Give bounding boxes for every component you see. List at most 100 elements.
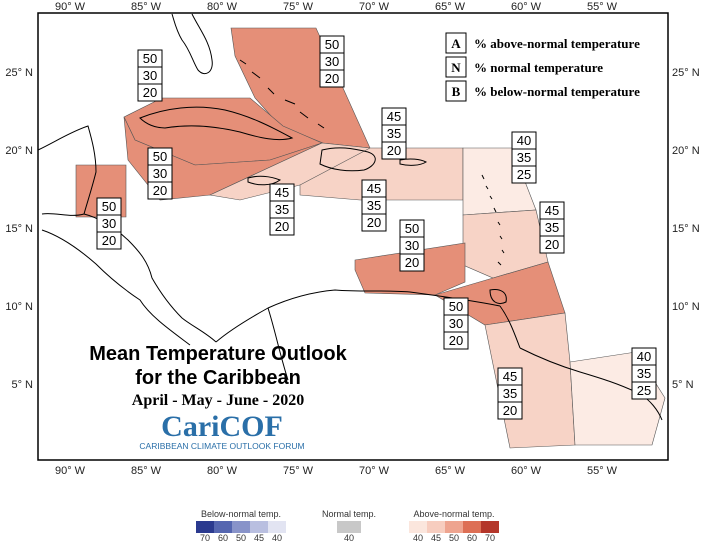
lat-tick-label: 5° N — [11, 379, 33, 391]
probability-boxes: 50 30 20 50 30 20 50 30 20 50 30 20 45 35 20 45 35 20 45 35… — [96, 35, 657, 420]
scale-swatch-above — [445, 521, 463, 533]
panama-colombia — [215, 289, 501, 343]
probability-above-value: 45 — [545, 203, 559, 218]
scale-tick-below: 70 — [200, 533, 210, 542]
lat-ticks-left: 25° N 20° N 15° N 10° N 5° N — [5, 67, 33, 391]
probability-normal-value: 35 — [367, 198, 381, 213]
probability-box-frame — [511, 131, 537, 184]
probability-box-guyana: 45 35 20 — [497, 367, 523, 420]
lon-tick-label: 90° W — [55, 1, 86, 13]
lat-tick-label: 20° N — [5, 145, 33, 157]
probability-above-value: 50 — [449, 299, 463, 314]
key-box-a — [445, 32, 467, 54]
probability-above-value: 45 — [387, 109, 401, 124]
probability-above-value: 50 — [153, 149, 167, 164]
probability-box-frame — [96, 197, 122, 250]
lon-tick-label: 55° W — [587, 465, 618, 477]
scale-tick-below: 60 — [218, 533, 228, 542]
key-letter-n: N — [451, 60, 461, 75]
probability-box-belize: 50 30 20 — [96, 197, 122, 250]
scale-swatch-below — [214, 521, 232, 533]
scale-tick-normal: 40 — [344, 533, 354, 542]
probability-normal-value: 35 — [275, 202, 289, 217]
lat-tick-label: 15° N — [672, 223, 700, 235]
guianas-coast — [519, 347, 663, 421]
scale-tick-above: 45 — [431, 533, 441, 542]
scale-swatch-below — [196, 521, 214, 533]
scale-swatch-below — [268, 521, 286, 533]
lon-tick-label: 65° W — [435, 465, 466, 477]
probability-above-value: 40 — [637, 349, 651, 364]
scale-swatch-normal — [337, 521, 361, 533]
title-block: Mean Temperature Outlook for the Caribbe… — [89, 343, 347, 409]
probability-box-frame — [539, 201, 565, 254]
lat-tick-label: 10° N — [672, 301, 700, 313]
probability-below-value: 20 — [405, 255, 419, 270]
lon-tick-label: 85° W — [131, 465, 162, 477]
scale-swatch-above — [481, 521, 499, 533]
probability-box-abc-islands: 50 30 20 — [399, 219, 425, 272]
puerto-rico-island — [399, 158, 427, 166]
scale-swatch-above — [463, 521, 481, 533]
probability-box-leeward-islands: 40 35 25 — [511, 131, 537, 184]
scale-tick-above: 50 — [449, 533, 459, 542]
probability-below-value: 20 — [503, 403, 517, 418]
color-scales: Below-normal temp. Normal temp. Above-no… — [196, 509, 499, 542]
probability-box-frame — [269, 183, 295, 236]
logo-subtitle: CARIBBEAN CLIMATE OUTLOOK FORUM — [139, 441, 304, 451]
trinidad-island — [489, 289, 507, 304]
probability-below-value: 25 — [517, 167, 531, 182]
scale-tick-below: 45 — [254, 533, 264, 542]
title-period: April - May - June - 2020 — [132, 392, 304, 409]
probability-box-frame — [147, 147, 173, 200]
probability-below-value: 20 — [387, 143, 401, 158]
key-text-below: % below-normal temperature — [474, 84, 640, 99]
logo-wordmark: CariCOF — [161, 410, 283, 443]
probability-normal-value: 35 — [545, 220, 559, 235]
probability-box-hispaniola: 45 35 20 — [361, 179, 387, 232]
probability-box-frame — [319, 35, 345, 88]
probability-box-cuba: 50 30 20 — [137, 49, 163, 102]
lat-tick-label: 20° N — [672, 145, 700, 157]
scale-tick-above: 70 — [485, 533, 495, 542]
mexico-coast — [37, 125, 97, 216]
probability-box-windward-islands: 45 35 20 — [539, 201, 565, 254]
probability-box-puerto-rico: 45 35 20 — [381, 107, 407, 160]
probability-above-value: 50 — [102, 199, 116, 214]
lon-tick-label: 90° W — [55, 465, 86, 477]
scale-title-above: Above-normal temp. — [413, 509, 494, 519]
key-text-normal: % normal temperature — [474, 60, 603, 75]
caricof-logo: CariCOF CARIBBEAN CLIMATE OUTLOOK FORUM — [139, 410, 304, 451]
probability-normal-value: 30 — [153, 166, 167, 181]
probability-box-frame — [443, 297, 469, 350]
probability-box-trinidad: 50 30 20 — [443, 297, 469, 350]
probability-below-value: 20 — [153, 183, 167, 198]
probability-below-value: 20 — [275, 219, 289, 234]
probability-below-value: 20 — [449, 333, 463, 348]
lat-tick-label: 15° N — [5, 223, 33, 235]
probability-box-jamaica: 45 35 20 — [269, 183, 295, 236]
key-text-above: % above-normal temperature — [474, 36, 640, 51]
probability-box-frame — [137, 49, 163, 102]
lon-tick-label: 60° W — [511, 465, 542, 477]
key-box-b — [445, 80, 467, 102]
scale-title-normal: Normal temp. — [322, 509, 376, 519]
probability-normal-value: 30 — [449, 316, 463, 331]
key-letter-a: A — [451, 36, 461, 51]
probability-normal-value: 30 — [102, 216, 116, 231]
title-line-1: Mean Temperature Outlook — [89, 343, 347, 365]
probability-normal-value: 35 — [503, 386, 517, 401]
lat-tick-label: 25° N — [5, 67, 33, 79]
probability-box-bahamas: 50 30 20 — [319, 35, 345, 88]
scale-swatch-below — [250, 521, 268, 533]
probability-below-value: 20 — [102, 233, 116, 248]
outlook-regions — [75, 27, 666, 449]
probability-below-value: 20 — [367, 215, 381, 230]
scale-swatch-below — [232, 521, 250, 533]
lon-ticks-top: 90° W 85° W 80° W 75° W 70° W 65° W 60° … — [55, 1, 618, 13]
lat-tick-label: 25° N — [672, 67, 700, 79]
probability-below-value: 25 — [637, 383, 651, 398]
florida-coast — [171, 13, 213, 75]
lon-tick-label: 75° W — [283, 465, 314, 477]
